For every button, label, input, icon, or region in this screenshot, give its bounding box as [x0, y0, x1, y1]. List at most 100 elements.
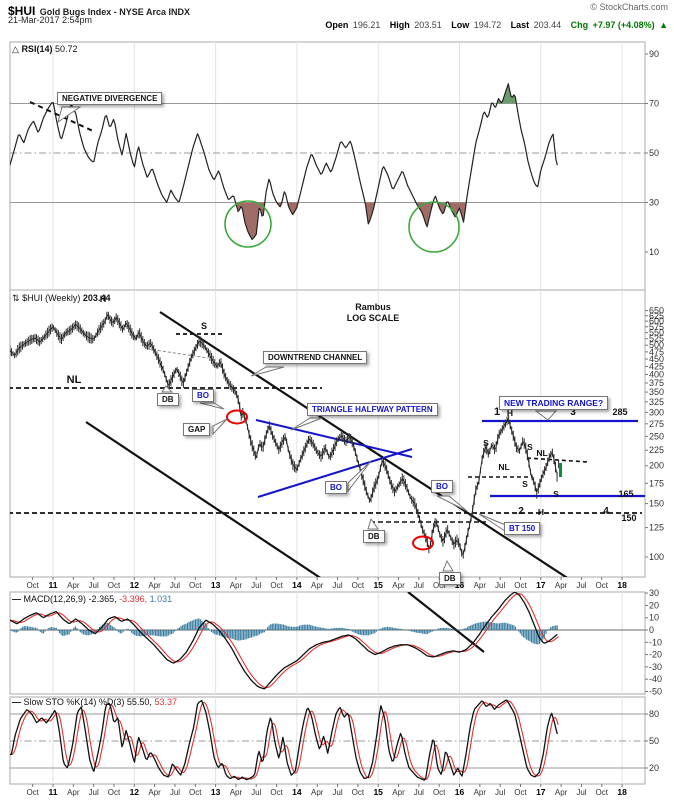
svg-text:Oct: Oct	[189, 788, 202, 797]
svg-text:S: S	[527, 442, 533, 452]
svg-text:80: 80	[649, 709, 659, 719]
svg-text:285: 285	[612, 407, 627, 417]
gap-callout: GAP	[183, 423, 211, 436]
svg-text:500: 500	[649, 340, 664, 350]
bo-callout-2016: BO	[431, 480, 453, 493]
svg-text:250: 250	[649, 431, 664, 441]
svg-text:S: S	[553, 489, 559, 499]
high-label: High	[389, 20, 410, 30]
chg-label: Chg	[570, 20, 589, 30]
svg-text:Oct: Oct	[596, 788, 609, 797]
macd-value-red: -3.396,	[119, 594, 148, 604]
svg-text:NL: NL	[67, 374, 82, 386]
copyright: © StockCharts.com	[590, 2, 668, 12]
svg-text:12: 12	[130, 787, 140, 797]
svg-text:275: 275	[649, 419, 664, 429]
svg-text:650: 650	[649, 306, 664, 316]
svg-text:H: H	[507, 408, 513, 418]
svg-text:Oct: Oct	[270, 788, 283, 797]
last-label: Last	[510, 20, 530, 30]
bo-callout-2014: BO	[325, 481, 347, 494]
svg-text:Apr: Apr	[230, 788, 243, 797]
bo-callout-2013: BO	[192, 389, 214, 402]
svg-text:Jul: Jul	[251, 788, 261, 797]
svg-text:-10: -10	[649, 637, 662, 647]
last-value: 203.44	[533, 20, 562, 30]
svg-text:Jul: Jul	[495, 581, 505, 590]
svg-text:20: 20	[649, 763, 659, 773]
svg-text:16: 16	[455, 580, 465, 590]
svg-text:4: 4	[603, 506, 609, 517]
svg-text:Oct: Oct	[108, 788, 121, 797]
svg-text:Jul: Jul	[414, 788, 424, 797]
svg-text:Apr: Apr	[474, 581, 487, 590]
macd-legend: — MACD(12,26,9) -2.365, -3.396, 1.031	[12, 594, 172, 604]
svg-text:2: 2	[518, 506, 524, 517]
new-trading-range-callout: NEW TRADING RANGE?	[499, 396, 609, 410]
svg-text:0: 0	[649, 625, 654, 635]
svg-text:13: 13	[211, 787, 221, 797]
rsi-icon: △	[12, 44, 19, 54]
sto-value-black: 55.50,	[126, 697, 152, 707]
svg-text:150: 150	[649, 499, 664, 509]
svg-text:Jul: Jul	[251, 581, 261, 590]
svg-text:Apr: Apr	[474, 788, 487, 797]
macd-label: MACD(12,26,9)	[23, 594, 87, 604]
svg-text:16: 16	[455, 787, 465, 797]
svg-text:175: 175	[649, 478, 664, 488]
svg-text:350: 350	[649, 387, 664, 397]
price-label: $HUI (Weekly)	[22, 293, 81, 303]
svg-text:NL: NL	[498, 462, 509, 472]
svg-text:Jul: Jul	[89, 581, 99, 590]
svg-text:11: 11	[49, 580, 58, 590]
svg-text:Apr: Apr	[311, 581, 324, 590]
svg-text:50: 50	[649, 736, 659, 746]
svg-text:Jul: Jul	[170, 788, 180, 797]
watermark-author: Rambus	[355, 302, 391, 312]
svg-text:Oct: Oct	[514, 788, 527, 797]
svg-text:Jul: Jul	[332, 581, 342, 590]
open-value: 196.21	[352, 20, 381, 30]
svg-text:Oct: Oct	[270, 581, 283, 590]
svg-text:Jul: Jul	[89, 788, 99, 797]
svg-text:11: 11	[49, 787, 58, 797]
svg-text:100: 100	[649, 552, 664, 562]
header-row-1: $HUI Gold Bugs Index - NYSE Arca INDX © …	[0, 2, 674, 20]
sto-line-icon: —	[12, 697, 21, 707]
svg-text:575: 575	[649, 322, 664, 332]
svg-text:S: S	[483, 438, 489, 448]
svg-text:Jul: Jul	[495, 788, 505, 797]
rsi-legend: △ RSI(14) 50.72	[12, 44, 78, 55]
svg-text:S: S	[201, 321, 207, 331]
sto-legend: — Slow STO %K(14) %D(3) 55.50, 53.37	[12, 697, 177, 707]
svg-text:Apr: Apr	[230, 581, 243, 590]
svg-text:Jul: Jul	[576, 581, 586, 590]
svg-text:550: 550	[649, 328, 664, 338]
svg-text:Apr: Apr	[392, 788, 405, 797]
svg-text:-40: -40	[649, 674, 662, 684]
svg-text:50: 50	[649, 148, 659, 158]
svg-text:14: 14	[292, 580, 302, 590]
svg-text:Apr: Apr	[67, 788, 80, 797]
sto-value-red: 53.37	[154, 697, 177, 707]
low-value: 194.72	[473, 20, 502, 30]
svg-text:Jul: Jul	[170, 581, 180, 590]
svg-text:12: 12	[130, 580, 140, 590]
db-callout-2012: DB	[157, 393, 179, 406]
header-row-2: 21-Mar-2017 2:54pm Open 196.21 High 203.…	[0, 15, 674, 33]
svg-text:10: 10	[649, 247, 659, 257]
svg-text:Oct: Oct	[433, 788, 446, 797]
svg-text:18: 18	[617, 787, 627, 797]
sto-label: Slow STO %K(14) %D(3)	[23, 697, 125, 707]
svg-text:-30: -30	[649, 662, 662, 672]
svg-text:Apr: Apr	[67, 581, 80, 590]
svg-text:200: 200	[649, 461, 664, 471]
svg-text:14: 14	[292, 787, 302, 797]
svg-text:Oct: Oct	[189, 581, 202, 590]
ticker-symbol: $HUI	[8, 4, 36, 18]
svg-text:-50: -50	[649, 687, 662, 697]
chg-value: +7.97 (+4.08%)	[592, 20, 655, 30]
svg-text:NL: NL	[536, 448, 547, 458]
svg-text:425: 425	[649, 362, 664, 372]
